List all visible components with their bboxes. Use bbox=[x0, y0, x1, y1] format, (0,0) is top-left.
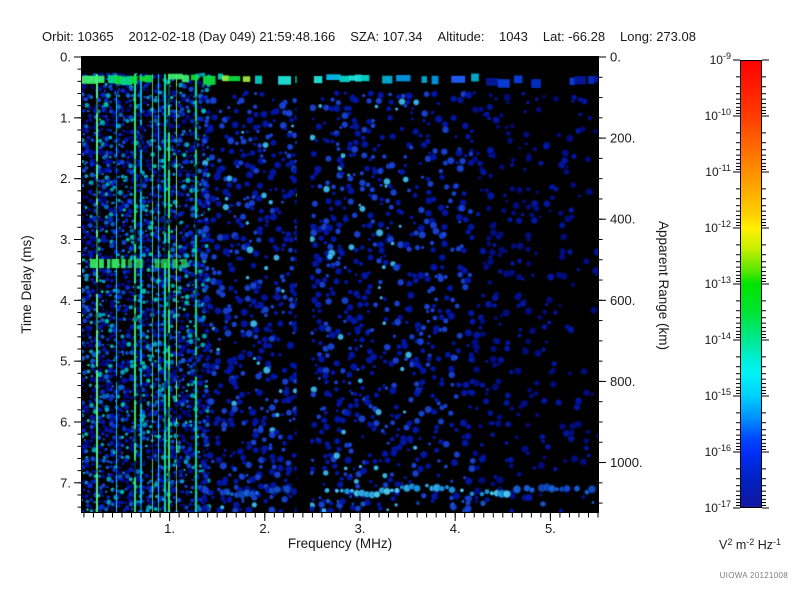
colorbar-tick-label: 10-13 bbox=[705, 275, 731, 291]
colorbar-tick-label: 10-14 bbox=[705, 331, 731, 347]
y-left-tick-label: 3. bbox=[60, 232, 71, 247]
header-field-0: Orbit: 10365 bbox=[42, 29, 114, 44]
header-info: Orbit: 10365 2012-02-18 (Day 049) 21:59:4… bbox=[42, 29, 696, 44]
x-tick-label: 2. bbox=[259, 521, 270, 536]
y-right-tick-label: 0. bbox=[610, 50, 621, 65]
colorbar-tick-label: 10-11 bbox=[705, 163, 731, 179]
colorbar bbox=[740, 60, 762, 508]
colorbar-tick-label: 10-16 bbox=[705, 443, 731, 459]
x-axis-title: Frequency (MHz) bbox=[288, 536, 392, 551]
x-tick-label: 3. bbox=[355, 521, 366, 536]
header-field-5: Long: 273.08 bbox=[620, 29, 696, 44]
y-left-tick-label: 0. bbox=[60, 50, 71, 65]
colorbar-tick-label: 10-9 bbox=[710, 51, 731, 67]
colorbar-tick-label: 10-12 bbox=[705, 219, 731, 235]
watermark: UIOWA 20121008 bbox=[719, 571, 788, 580]
y-right-tick-label: 400. bbox=[610, 212, 635, 227]
y-right-tick-label: 1000. bbox=[610, 455, 643, 470]
colorbar-tick-label: 10-10 bbox=[705, 107, 731, 123]
colorbar-tick-label: 10-17 bbox=[705, 499, 731, 515]
y-left-tick-label: 1. bbox=[60, 110, 71, 125]
y-left-tick-label: 4. bbox=[60, 293, 71, 308]
colorbar-units-label: V2 m-2 Hz-1 bbox=[718, 537, 782, 553]
y-right-tick-label: 200. bbox=[610, 131, 635, 146]
y-right-tick-label: 800. bbox=[610, 374, 635, 389]
header-field-1: 2012-02-18 (Day 049) 21:59:48.166 bbox=[128, 29, 336, 44]
y-left-tick-label: 5. bbox=[60, 354, 71, 369]
x-tick-label: 5. bbox=[545, 521, 556, 536]
header-field-2: SZA: 107.34 bbox=[350, 29, 423, 44]
y-right-axis-title: Apparent Range (km) bbox=[656, 221, 671, 350]
x-tick-label: 4. bbox=[450, 521, 461, 536]
spectrogram-canvas bbox=[82, 57, 598, 512]
y-left-tick-label: 7. bbox=[60, 475, 71, 490]
colorbar-tick-label: 10-15 bbox=[705, 387, 731, 403]
header-field-4: Lat: -66.28 bbox=[542, 29, 606, 44]
x-tick-label: 1. bbox=[164, 521, 175, 536]
y-left-tick-label: 2. bbox=[60, 171, 71, 186]
y-right-tick-label: 600. bbox=[610, 293, 635, 308]
y-left-axis-title: Time Delay (ms) bbox=[19, 235, 34, 334]
header-field-3: Altitude: 1043 bbox=[437, 29, 528, 44]
y-left-tick-label: 6. bbox=[60, 414, 71, 429]
